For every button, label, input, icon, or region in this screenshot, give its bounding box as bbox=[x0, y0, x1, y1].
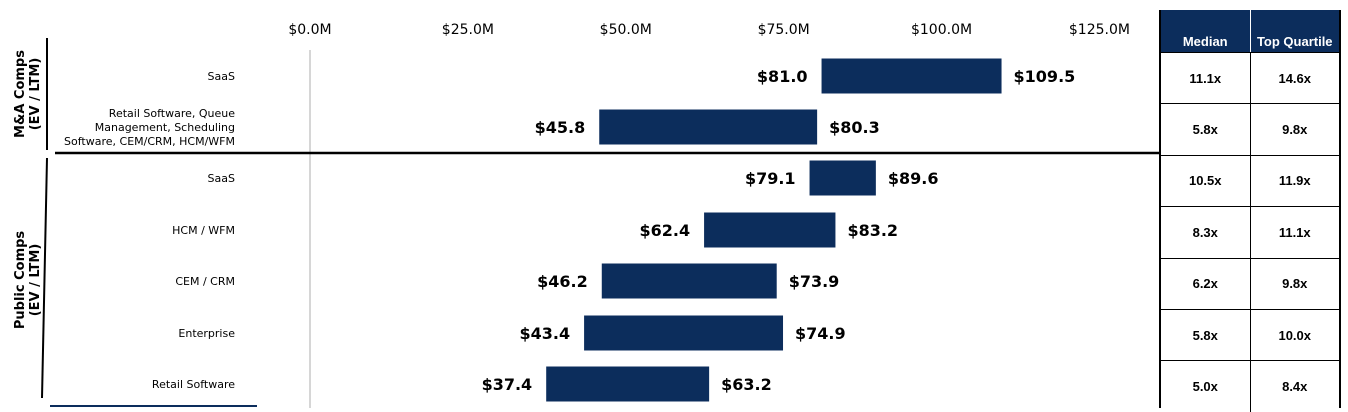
high-value-label: $89.6 bbox=[888, 169, 939, 188]
high-value-label: $83.2 bbox=[847, 221, 898, 240]
low-value-label: $45.8 bbox=[535, 118, 586, 137]
category-label: SaaS bbox=[208, 70, 235, 83]
range-bar bbox=[546, 366, 710, 402]
group-label: Public Comps bbox=[13, 231, 28, 330]
median-cell: 5.0x bbox=[1192, 379, 1218, 395]
table-row: 6.2x 9.8x bbox=[1161, 257, 1340, 309]
x-tick-label: $100.0M bbox=[911, 22, 972, 38]
median-cell: 5.8x bbox=[1192, 327, 1218, 343]
category-label: Retail Software bbox=[152, 378, 235, 391]
table-row: 10.5x 11.9x bbox=[1161, 154, 1340, 207]
category-label: Enterprise bbox=[178, 327, 235, 340]
category-label-line: Enterprise bbox=[178, 327, 235, 340]
range-bar bbox=[584, 315, 784, 351]
high-value-label: $109.5 bbox=[1014, 67, 1076, 86]
category-label-line: SaaS bbox=[208, 172, 235, 185]
high-value-label: $80.3 bbox=[829, 118, 880, 137]
median-cell: 11.1x bbox=[1189, 70, 1222, 86]
multiples-table-header: Median Top Quartile bbox=[1161, 10, 1339, 52]
category-label: Retail Software, Queue Management, Schedu… bbox=[64, 107, 235, 148]
range-bar bbox=[821, 58, 1002, 94]
range-bar bbox=[704, 212, 836, 248]
top-quartile-header: Top Quartile bbox=[1249, 10, 1340, 52]
multiples-table: Median Top Quartile 11.1x 14.6x 5.8x 9.8… bbox=[1159, 10, 1341, 412]
category-label: CEM / CRM bbox=[175, 275, 235, 288]
category-label-line: HCM / WFM bbox=[172, 224, 235, 237]
top-quartile-cell: 14.6x bbox=[1249, 53, 1340, 104]
category-label-line: Management, Scheduling bbox=[95, 121, 235, 134]
median-cell: 8.3x bbox=[1192, 224, 1218, 240]
x-tick-label: $125.0M bbox=[1069, 22, 1130, 38]
top-quartile-cell: 10.0x bbox=[1249, 309, 1340, 361]
top-quartile-cell: 11.9x bbox=[1249, 155, 1340, 207]
group-bracket-public bbox=[41, 157, 48, 399]
range-bar bbox=[601, 263, 777, 299]
x-tick-label: $50.0M bbox=[600, 22, 652, 38]
low-value-label: $43.4 bbox=[519, 324, 570, 343]
x-tick-label: $75.0M bbox=[758, 22, 810, 38]
median-cell: 6.2x bbox=[1192, 276, 1218, 292]
category-label-line: Software, CEM/CRM, HCM/WFM bbox=[64, 135, 235, 148]
low-value-label: $79.1 bbox=[745, 169, 796, 188]
top-quartile-cell: 8.4x bbox=[1249, 361, 1340, 412]
range-bar bbox=[599, 109, 818, 145]
top-quartile-cell: 11.1x bbox=[1249, 207, 1340, 258]
category-label-line: SaaS bbox=[208, 70, 235, 83]
high-value-label: $74.9 bbox=[795, 324, 846, 343]
high-value-label: $63.2 bbox=[721, 375, 772, 394]
low-value-label: $37.4 bbox=[482, 375, 533, 394]
low-value-label: $81.0 bbox=[757, 67, 808, 86]
top-quartile-cell: 9.8x bbox=[1249, 258, 1340, 309]
top-quartile-cell: 9.8x bbox=[1249, 104, 1340, 155]
table-row: 5.8x 10.0x bbox=[1161, 308, 1340, 361]
category-label: SaaS bbox=[208, 172, 235, 185]
category-label-line: Retail Software, Queue bbox=[109, 107, 235, 120]
group-sublabel: (EV / LTM) bbox=[28, 244, 43, 317]
table-row: 5.0x 8.4x bbox=[1161, 360, 1340, 412]
x-tick-label: $25.0M bbox=[442, 22, 494, 38]
median-cell: 5.8x bbox=[1192, 122, 1218, 138]
group-sublabel: (EV / LTM) bbox=[28, 58, 43, 131]
high-value-label: $73.9 bbox=[789, 272, 840, 291]
category-label: HCM / WFM bbox=[172, 224, 235, 237]
table-row: 8.3x 11.1x bbox=[1161, 206, 1340, 258]
table-row: 11.1x 14.6x bbox=[1161, 52, 1340, 104]
low-value-label: $46.2 bbox=[537, 272, 588, 291]
range-bar bbox=[809, 160, 876, 196]
low-value-label: $62.4 bbox=[639, 221, 690, 240]
valuation-range-chart: $0.0M $25.0M $50.0M $75.0M $100.0M $125.0M M&A… bbox=[13, 22, 1159, 408]
table-row: 5.8x 9.8x bbox=[1161, 103, 1340, 155]
median-cell: 10.5x bbox=[1188, 173, 1222, 189]
category-label-line: CEM / CRM bbox=[175, 275, 235, 288]
group-label: M&A Comps bbox=[13, 50, 28, 138]
category-label-line: Retail Software bbox=[152, 378, 235, 391]
x-tick-label: $0.0M bbox=[288, 22, 331, 38]
median-header: Median bbox=[1182, 34, 1228, 49]
